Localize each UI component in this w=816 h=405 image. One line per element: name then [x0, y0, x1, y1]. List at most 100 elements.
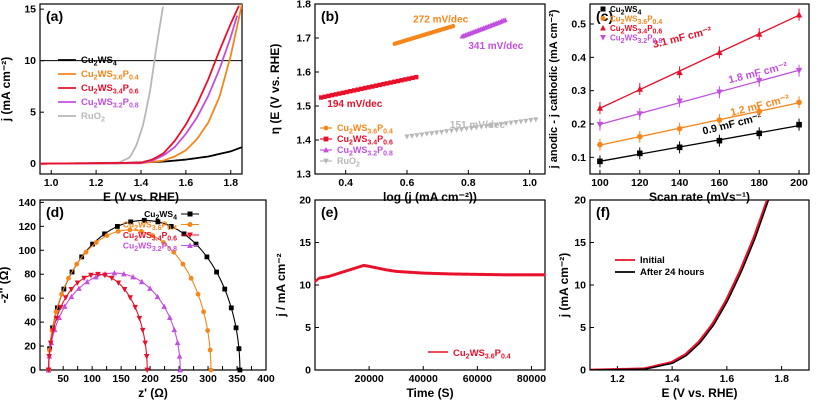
y-tick-label: 15 [299, 237, 311, 249]
impedance-point [132, 304, 138, 311]
arc-fit [48, 272, 181, 371]
formula-part: P [377, 145, 383, 155]
x-tick-label: 1.6 [179, 177, 194, 189]
x-tick-label: 80000 [517, 373, 546, 385]
tafel-point [337, 91, 342, 96]
y-tick-label: 100 [18, 245, 36, 257]
formula-part: P [123, 97, 130, 108]
formula-part: Cu [337, 145, 349, 155]
data-point [596, 104, 604, 111]
panel-label: (a) [46, 8, 63, 24]
x-tick-label: 0.6 [400, 177, 415, 189]
data-point [756, 77, 763, 85]
x-axis-title: Scan rate (mVs⁻¹) [649, 190, 750, 204]
subscript: 2 [94, 61, 98, 68]
x-tick-label: 0.8 [461, 177, 476, 189]
panel-a: 1.0 1.2 1.4 1.6 1.8 0 5 10 15 E (V vs. RHE) j (mA … [0, 3, 243, 204]
subscript: 3.6 [485, 354, 495, 361]
legend-label: Cu2WS4 [81, 55, 117, 68]
formula-part: Cu [610, 5, 621, 14]
x-tick-label: 1.2 [610, 373, 625, 385]
impedance-point [95, 271, 101, 278]
data-point [676, 68, 683, 76]
formula-part: Cu [81, 97, 94, 108]
formula-part: P [647, 15, 653, 24]
impedance-point [83, 249, 89, 255]
tafel-point [414, 133, 420, 139]
plot-frame [589, 3, 810, 175]
y-tick-label: 0.4 [571, 52, 586, 64]
subscript: 3.4 [367, 140, 377, 147]
y-tick-label: 20 [24, 341, 36, 353]
curve-After 24 hours [590, 200, 770, 370]
subscript: 0.6 [129, 89, 139, 96]
panel-label: (f) [596, 204, 610, 220]
data-point [596, 121, 604, 129]
impedance-point [47, 340, 54, 347]
impedance-point [109, 275, 115, 282]
tafel-point [399, 78, 404, 83]
legend-marker [600, 6, 606, 12]
tafel-point [483, 123, 489, 129]
impedance-point [81, 275, 87, 282]
y-axis-title: -z'' (Ω) [0, 267, 11, 304]
legend-label: Cu2WS3.6P0.4 [610, 15, 662, 27]
tafel-point [458, 127, 465, 133]
tafel-point [434, 130, 440, 136]
current-trace [314, 263, 546, 283]
tafel-point [444, 129, 450, 135]
data-point [597, 158, 603, 165]
legend-label: After 24 hours [640, 267, 704, 278]
formula-part: P [377, 134, 383, 144]
tafel-point [448, 128, 455, 134]
y-tick-label: 0 [305, 365, 311, 377]
impedance-point [195, 291, 201, 297]
impedance-point [53, 309, 59, 315]
x-tick-label: 400 [257, 373, 275, 385]
subscript: 2 [356, 162, 360, 169]
impedance-point [138, 228, 144, 234]
subscript: 3.2 [637, 38, 647, 45]
subscript: 0.6 [167, 236, 177, 243]
data-point [716, 137, 723, 144]
impedance-point [57, 304, 64, 311]
x-tick-label: 1.8 [223, 177, 238, 189]
subscript: 3.6 [152, 225, 162, 232]
impedance-point [46, 353, 52, 360]
y-tick-label: 5 [305, 322, 311, 334]
arc-fit [48, 229, 212, 371]
tafel-point [322, 94, 327, 99]
formula-part: Cu [81, 83, 94, 94]
impedance-point [88, 272, 94, 279]
x-tick-label: 40000 [409, 373, 438, 385]
legend-label: Cu2WS3.2P0.8 [610, 34, 662, 46]
curve-Initial [590, 200, 769, 370]
x-tick-label: 1.0 [44, 177, 59, 189]
legend-marker [187, 232, 193, 239]
impedance-point [68, 287, 75, 293]
tafel-point [450, 23, 456, 29]
formula-part: P [123, 69, 130, 80]
y-tick-label: 0 [30, 365, 36, 377]
x-axis-title: z' (Ω) [138, 386, 168, 400]
y-tick-label: 140 [18, 197, 36, 209]
impedance-point [205, 328, 211, 333]
tafel-point [419, 132, 425, 138]
y-tick-label: 5 [580, 322, 586, 334]
x-tick-label: 1.4 [665, 373, 680, 385]
y-tick-label: 15 [574, 237, 586, 249]
impedance-point [141, 217, 147, 223]
formula-part: Cu [123, 220, 134, 230]
subscript: 2 [621, 19, 625, 26]
tafel-point [473, 125, 479, 131]
tafel-point [410, 75, 415, 81]
capacitance-label: 1.8 mF cm⁻² [727, 60, 789, 86]
subscript: 0.4 [653, 19, 663, 26]
tafel-point [355, 87, 360, 92]
tafel-point [493, 122, 499, 128]
x-axis-title: log (j (mA cm⁻²)) [383, 190, 477, 204]
subscript: 2 [349, 151, 353, 158]
subscript: 2 [94, 75, 98, 82]
subscript: 0.6 [383, 140, 393, 147]
impedance-point [171, 326, 178, 333]
